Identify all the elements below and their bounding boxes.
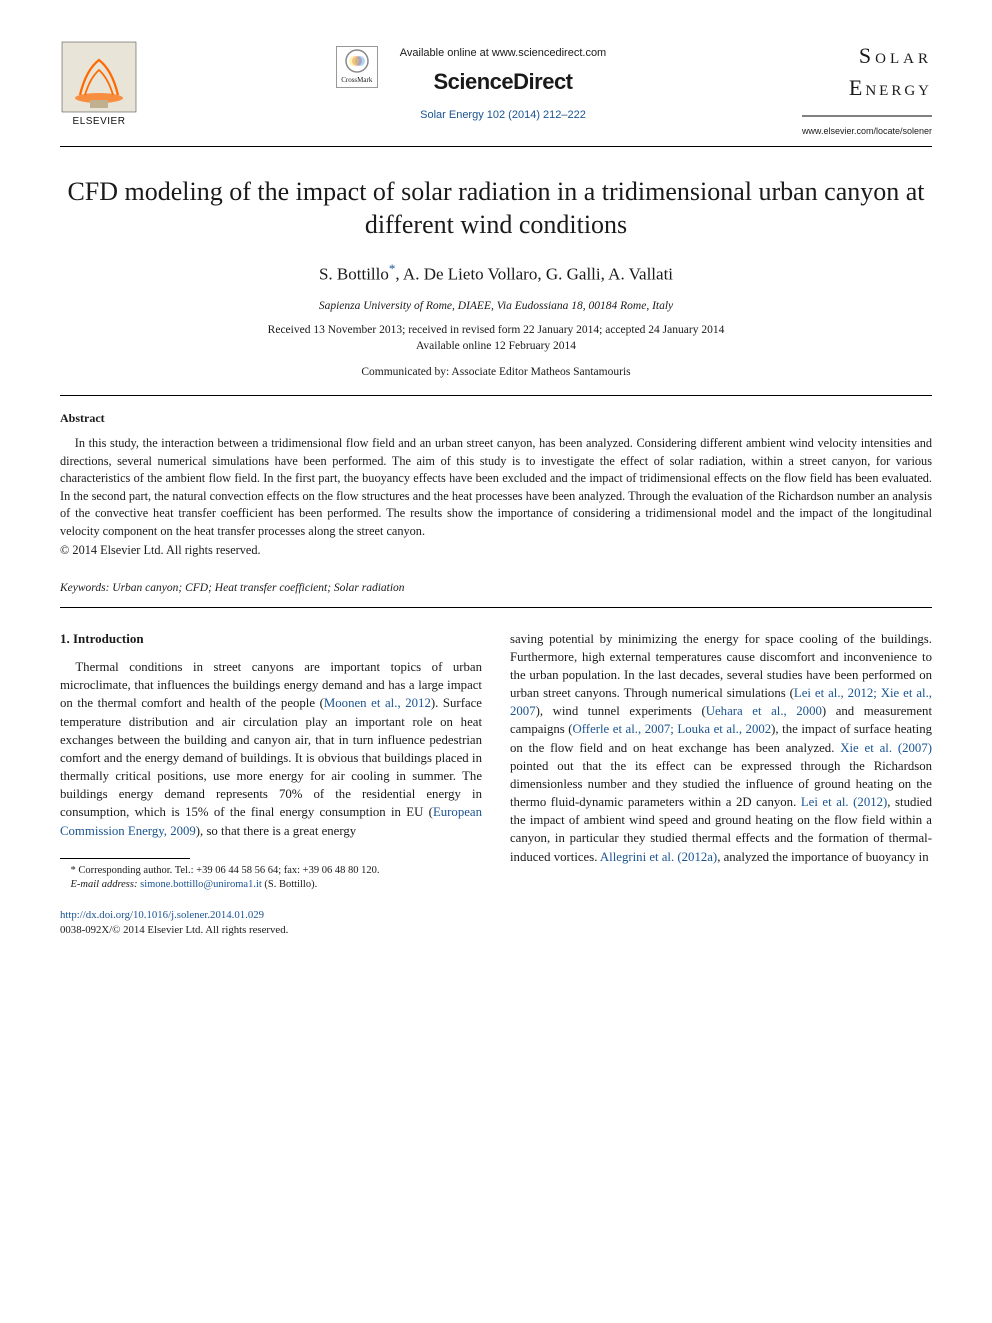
keywords-line: Keywords: Urban canyon; CFD; Heat transf… xyxy=(60,580,932,597)
cite-offerle-louka[interactable]: Offerle et al., 2007; Louka et al., 2002 xyxy=(573,722,772,736)
citation-line[interactable]: Solar Energy 102 (2014) 212–222 xyxy=(400,108,606,124)
journal-logo: Solar Energy www.elsevier.com/locate/sol… xyxy=(792,40,932,138)
email-label: E-mail address: xyxy=(71,879,138,890)
header-right: Solar Energy www.elsevier.com/locate/sol… xyxy=(792,40,932,138)
dates-block: Received 13 November 2013; received in r… xyxy=(60,322,932,354)
dates-received: Received 13 November 2013; received in r… xyxy=(60,322,932,338)
rule-above-abstract xyxy=(60,395,932,396)
elsevier-logo: ELSEVIER xyxy=(60,40,138,128)
available-online-text: Available online at www.sciencedirect.co… xyxy=(400,46,606,62)
left-column: 1. Introduction Thermal conditions in st… xyxy=(60,630,482,939)
doi-block: http://dx.doi.org/10.1016/j.solener.2014… xyxy=(60,908,482,939)
header-left: ELSEVIER xyxy=(60,40,150,134)
article-title: CFD modeling of the impact of solar radi… xyxy=(60,175,932,243)
abstract-heading: Abstract xyxy=(60,410,932,427)
doi-link[interactable]: http://dx.doi.org/10.1016/j.solener.2014… xyxy=(60,908,482,923)
cite-moonen[interactable]: Moonen et al., 2012 xyxy=(324,696,431,710)
cite-lei-2012[interactable]: Lei et al. (2012) xyxy=(801,795,887,809)
keywords-label: Keywords: xyxy=(60,582,109,594)
rule-top xyxy=(60,146,932,147)
two-column-body: 1. Introduction Thermal conditions in st… xyxy=(60,630,932,939)
communicated-by: Communicated by: Associate Editor Matheo… xyxy=(60,364,932,381)
right-column: saving potential by minimizing the energ… xyxy=(510,630,932,939)
intro-r7: , analyzed the importance of buoyancy in xyxy=(717,850,928,864)
abstract-copyright: © 2014 Elsevier Ltd. All rights reserved… xyxy=(60,542,932,560)
journal-title-line2: Energy xyxy=(792,72,932,104)
email-link[interactable]: simone.bottillo@uniroma1.it xyxy=(140,879,262,890)
affiliation: Sapienza University of Rome, DIAEE, Via … xyxy=(60,298,932,315)
crossmark-badge[interactable]: CrossMark xyxy=(336,46,378,88)
svg-text:ELSEVIER: ELSEVIER xyxy=(73,116,126,127)
journal-title-line1: Solar xyxy=(792,40,932,72)
header-row: ELSEVIER CrossMark Available online at w… xyxy=(60,40,932,138)
page-root: ELSEVIER CrossMark Available online at w… xyxy=(0,0,992,969)
intro-t3: ), so that there is a great energy xyxy=(196,824,356,838)
keywords-text: Urban canyon; CFD; Heat transfer coeffic… xyxy=(109,582,404,594)
dates-online: Available online 12 February 2014 xyxy=(60,338,932,354)
section-1-heading: 1. Introduction xyxy=(60,630,482,648)
cite-allegrini[interactable]: Allegrini et al. (2012a) xyxy=(600,850,717,864)
footnote-corresponding: * Corresponding author. Tel.: +39 06 44 … xyxy=(60,864,482,878)
footnote-rule xyxy=(60,858,190,859)
intro-r2: ), wind tunnel experiments ( xyxy=(536,704,706,718)
authors-rest: , A. De Lieto Vollaro, G. Galli, A. Vall… xyxy=(395,265,673,284)
cite-xie-2007[interactable]: Xie et al. (2007) xyxy=(840,741,932,755)
cite-uehara[interactable]: Uehara et al., 2000 xyxy=(706,704,822,718)
email-tail: (S. Bottillo). xyxy=(262,879,317,890)
intro-t2: ). Surface temperature distribution and … xyxy=(60,696,482,819)
footnote-email: E-mail address: simone.bottillo@uniroma1… xyxy=(60,878,482,892)
rule-below-keywords xyxy=(60,607,932,608)
intro-para-right: saving potential by minimizing the energ… xyxy=(510,630,932,866)
sciencedirect-brand: ScienceDirect xyxy=(400,66,606,98)
abstract-body: In this study, the interaction between a… xyxy=(60,435,932,540)
crossmark-label: CrossMark xyxy=(341,75,372,85)
journal-logo-rule xyxy=(802,115,932,117)
journal-url[interactable]: www.elsevier.com/locate/solener xyxy=(792,125,932,138)
authors-line: S. Bottillo*, A. De Lieto Vollaro, G. Ga… xyxy=(60,260,932,287)
author-1: S. Bottillo xyxy=(319,265,389,284)
issn-line: 0038-092X/© 2014 Elsevier Ltd. All right… xyxy=(60,923,482,938)
header-center: CrossMark Available online at www.scienc… xyxy=(150,40,792,124)
crossmark-icon xyxy=(345,49,369,73)
intro-para-left: Thermal conditions in street canyons are… xyxy=(60,658,482,840)
